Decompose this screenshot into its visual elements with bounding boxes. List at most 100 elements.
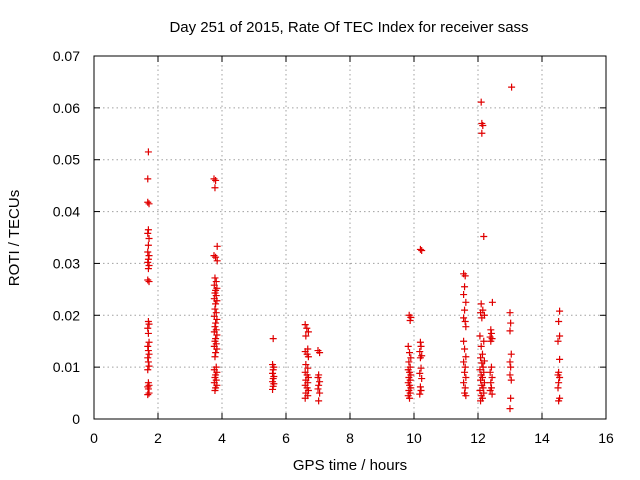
data-point [507,394,515,402]
data-point [406,394,414,402]
data-point [461,318,469,326]
y-tick-label: 0.07 [53,48,80,64]
data-point [213,297,221,305]
data-point [477,354,485,362]
data-point [316,349,324,357]
data-point [507,363,515,371]
data-point [144,265,152,273]
data-point [145,381,153,389]
data-point [314,374,322,382]
data-point [144,385,152,393]
data-point [302,332,310,340]
data-point [487,329,495,337]
data-point [145,320,153,328]
data-point [506,327,514,335]
data-point [416,338,424,346]
data-point [144,175,152,183]
data-point [144,198,152,206]
data-point [269,382,277,390]
data-point [212,309,220,317]
chart-title: Day 251 of 2015, Rate Of TEC Index for r… [169,19,528,36]
data-point [213,331,221,339]
y-axis-title: ROTI / TECUs [6,190,23,286]
data-point [487,379,495,387]
data-point [476,332,484,340]
data-point [144,248,152,256]
data-point [477,98,485,106]
data-point [554,384,562,392]
data-point [314,385,322,393]
data-point [478,350,486,358]
y-tick-label: 0.02 [53,307,80,323]
data-point [487,326,495,334]
data-point [461,272,469,280]
data-point [479,121,487,129]
data-point [461,384,469,392]
data-point [269,366,277,374]
data-point [302,361,310,369]
data-points [144,83,564,413]
y-tick-label: 0.06 [53,100,80,116]
data-point [404,342,412,350]
data-point [488,298,496,306]
data-point [507,319,515,327]
data-point [461,368,469,376]
data-point [145,350,153,358]
data-point [212,319,220,327]
data-point [555,397,563,405]
data-point [406,349,414,357]
x-axis-title: GPS time / hours [293,457,407,474]
data-point [417,364,425,372]
data-point [212,253,220,261]
data-point [212,176,220,184]
data-point [476,366,484,374]
data-point [407,354,415,362]
data-point [477,376,485,384]
data-point [480,337,488,345]
data-point [460,291,468,299]
data-point [478,359,486,367]
data-point [477,300,485,308]
data-point [487,337,495,345]
data-point [460,358,468,366]
data-point [213,257,221,265]
data-point [316,378,324,386]
data-point [477,342,485,350]
data-point [144,342,152,350]
data-point [304,328,312,336]
data-point [144,366,152,374]
data-point [507,376,515,384]
data-point [487,363,495,371]
data-point [269,375,277,383]
data-point [144,324,152,332]
data-point [269,385,277,393]
data-point [269,369,277,377]
data-point [488,374,496,382]
data-point [301,321,309,329]
data-point [211,184,219,192]
data-point [480,232,488,240]
data-point [462,298,470,306]
data-point [211,323,219,331]
y-tick-label: 0 [72,411,80,427]
x-tick-label: 10 [406,430,422,446]
data-point [213,345,221,353]
data-point [405,358,413,366]
data-point [506,405,514,413]
data-point [145,262,153,270]
data-point [145,252,153,260]
data-point [416,369,424,377]
y-tick-label: 0.04 [53,204,80,220]
data-point [486,386,494,394]
data-point [461,283,469,291]
data-point [211,305,219,313]
data-point [144,148,152,156]
data-point [416,383,424,391]
y-tick-label: 0.05 [53,152,80,168]
data-point [462,323,470,331]
data-point [506,358,514,366]
data-point [556,307,564,315]
data-point [462,374,470,382]
data-point [145,338,153,346]
x-tick-label: 4 [218,430,226,446]
